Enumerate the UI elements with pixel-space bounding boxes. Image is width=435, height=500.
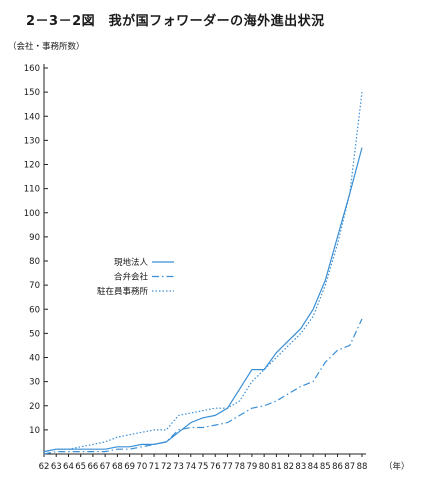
x-tick-label: 86: [332, 462, 343, 472]
y-tick-label: 140: [24, 112, 40, 122]
x-tick-label: 84: [308, 462, 319, 472]
x-ticks: 62 63 64 65 66 67 68 69 70 71 72 73 74 75 76 77 78 79 80 81…: [39, 454, 368, 472]
y-tick-label: 80: [29, 257, 40, 267]
x-tick-label: 62: [39, 462, 50, 472]
x-tick-label: 71: [149, 462, 160, 472]
y-tick-label: 130: [24, 136, 40, 146]
y-tick-label: 50: [29, 329, 40, 339]
x-tick-label: 88: [357, 462, 368, 472]
y-tick-label: 90: [29, 233, 40, 243]
x-tick-label: 75: [198, 462, 209, 472]
y-tick-label: 100: [24, 209, 40, 219]
x-tick-label: 82: [283, 462, 294, 472]
y-tick-label: 20: [29, 402, 40, 412]
legend-label: 現地法人: [114, 257, 149, 268]
x-tick-label: 65: [75, 462, 86, 472]
y-tick-label: 110: [24, 185, 40, 195]
x-tick-label: 85: [320, 462, 331, 472]
series-line: [43, 147, 363, 453]
x-tick-label: 77: [222, 462, 233, 472]
x-tick-label: 69: [124, 462, 135, 472]
x-tick-label: 70: [136, 462, 147, 472]
series-line: [43, 318, 363, 455]
x-tick-label: 83: [295, 462, 306, 472]
x-tick-label: 73: [173, 462, 184, 472]
legend-label: 駐在員事務所: [97, 286, 149, 297]
legend-label: 合弁会社: [114, 272, 149, 283]
y-tick-label: 70: [29, 281, 40, 291]
y-tick-label: 150: [24, 88, 40, 98]
x-tick-label: 66: [88, 462, 99, 472]
x-tick-label: 72: [161, 462, 172, 472]
series-line: [43, 92, 363, 453]
y-tick-label: 120: [24, 161, 40, 171]
x-tick-label: 78: [234, 462, 245, 472]
y-tick-label: 40: [29, 354, 40, 364]
x-tick-label: 76: [210, 462, 221, 472]
x-tick-label: 68: [112, 462, 123, 472]
y-ticks: 10 20 30 40 50 60 70 80 90 100 110 120 130 140 150 160: [24, 64, 48, 436]
x-tick-label: 79: [247, 462, 258, 472]
x-tick-label: 87: [344, 462, 355, 472]
x-tick-label: 74: [185, 462, 196, 472]
y-tick-label: 30: [29, 378, 40, 388]
y-axis-label: （会社・事務所数）: [8, 41, 85, 52]
x-tick-label: 63: [51, 462, 62, 472]
chart-title: 2－3－2図 我が国フォワーダーの海外進出状況: [26, 14, 325, 29]
y-tick-label: 160: [24, 64, 40, 74]
x-tick-label: 81: [271, 462, 282, 472]
axes: [43, 64, 366, 455]
series-lines: [43, 92, 363, 455]
y-tick-label: 10: [29, 426, 40, 436]
x-axis-label: （年）: [384, 461, 410, 472]
x-tick-label: 80: [259, 462, 270, 472]
y-tick-label: 60: [29, 305, 40, 315]
x-tick-label: 64: [63, 462, 74, 472]
x-tick-label: 67: [100, 462, 111, 472]
